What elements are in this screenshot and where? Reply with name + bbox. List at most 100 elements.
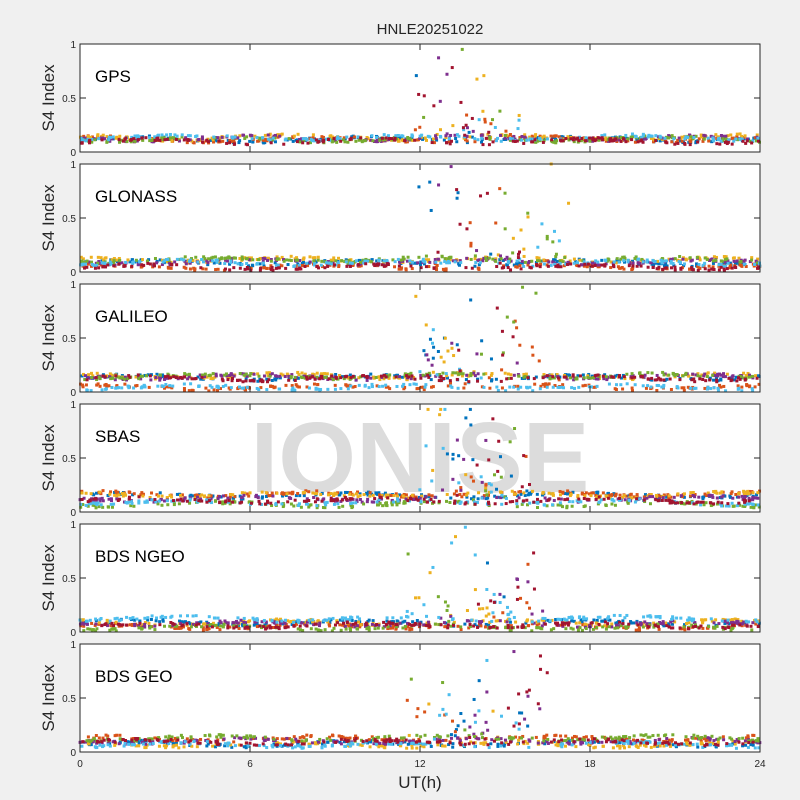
data-point (449, 255, 453, 259)
data-point (593, 261, 597, 265)
data-point (447, 140, 451, 144)
data-point (481, 259, 485, 263)
data-point (365, 500, 369, 504)
data-point (422, 260, 426, 264)
data-point (736, 384, 740, 388)
data-point (738, 377, 742, 381)
data-point (140, 491, 144, 495)
data-point (275, 376, 279, 380)
data-point (379, 374, 383, 378)
data-point (463, 502, 467, 506)
data-point (297, 385, 301, 389)
data-point (465, 495, 469, 499)
data-point (259, 266, 263, 270)
data-point (714, 258, 718, 262)
data-point (341, 138, 345, 142)
data-point (451, 259, 455, 263)
data-point (382, 259, 386, 263)
data-point (450, 341, 454, 345)
data-point (550, 373, 554, 377)
data-point (245, 143, 249, 147)
data-point (372, 262, 376, 266)
data-point (410, 267, 414, 271)
data-point (670, 501, 674, 505)
data-point (630, 138, 634, 142)
data-point (301, 491, 305, 495)
data-point (150, 491, 154, 495)
data-point (156, 500, 160, 504)
data-point (723, 262, 727, 266)
data-point (87, 376, 91, 380)
data-point (596, 136, 600, 140)
data-point (393, 265, 397, 269)
data-point (290, 384, 294, 388)
data-point (708, 378, 712, 382)
data-point (349, 628, 353, 632)
data-point (315, 375, 319, 379)
data-point (338, 137, 342, 141)
data-point (260, 626, 264, 630)
data-point (117, 624, 121, 628)
data-point (265, 266, 269, 270)
data-point (94, 376, 98, 380)
data-point (740, 264, 744, 268)
data-point (207, 494, 211, 498)
data-point (557, 135, 561, 139)
data-point (308, 503, 312, 507)
data-point (106, 624, 110, 628)
data-point (708, 376, 712, 380)
data-point (367, 628, 371, 632)
data-point (530, 622, 534, 626)
data-point (353, 385, 357, 389)
data-point (604, 139, 608, 143)
data-point (516, 256, 520, 260)
data-point (682, 388, 686, 392)
data-point (587, 497, 591, 501)
data-point (182, 265, 186, 269)
data-point (508, 257, 512, 261)
data-point (306, 264, 310, 268)
data-point (584, 139, 588, 143)
data-point (610, 622, 614, 626)
data-point (528, 135, 532, 139)
data-point (557, 378, 561, 382)
data-point (300, 263, 304, 267)
data-point (557, 239, 561, 243)
data-point (532, 621, 536, 625)
data-point (349, 136, 353, 140)
data-point (543, 496, 547, 500)
data-point (622, 375, 626, 379)
data-point (524, 621, 528, 625)
data-point (263, 257, 267, 261)
data-point (741, 259, 745, 263)
data-point (155, 372, 159, 376)
data-point (416, 498, 420, 502)
data-point (401, 494, 405, 498)
data-point (224, 621, 228, 625)
data-point (674, 141, 678, 145)
data-point (628, 493, 632, 497)
data-point (315, 489, 319, 493)
data-point (505, 377, 509, 381)
data-point (570, 386, 574, 390)
data-point (730, 375, 734, 379)
data-point (124, 377, 128, 381)
data-point (219, 621, 223, 625)
data-point (639, 139, 643, 143)
data-point (457, 262, 461, 266)
data-point (653, 260, 657, 264)
data-point (236, 378, 240, 382)
data-point (572, 378, 576, 382)
data-point (439, 355, 443, 359)
data-point (473, 254, 477, 258)
data-point (384, 136, 388, 140)
data-point (337, 256, 341, 260)
data-point (553, 262, 557, 266)
data-point (645, 496, 649, 500)
data-point (518, 264, 522, 268)
data-point (109, 497, 113, 501)
data-point (692, 502, 696, 506)
data-point (538, 265, 542, 269)
data-point (355, 498, 359, 502)
data-point (390, 501, 394, 505)
